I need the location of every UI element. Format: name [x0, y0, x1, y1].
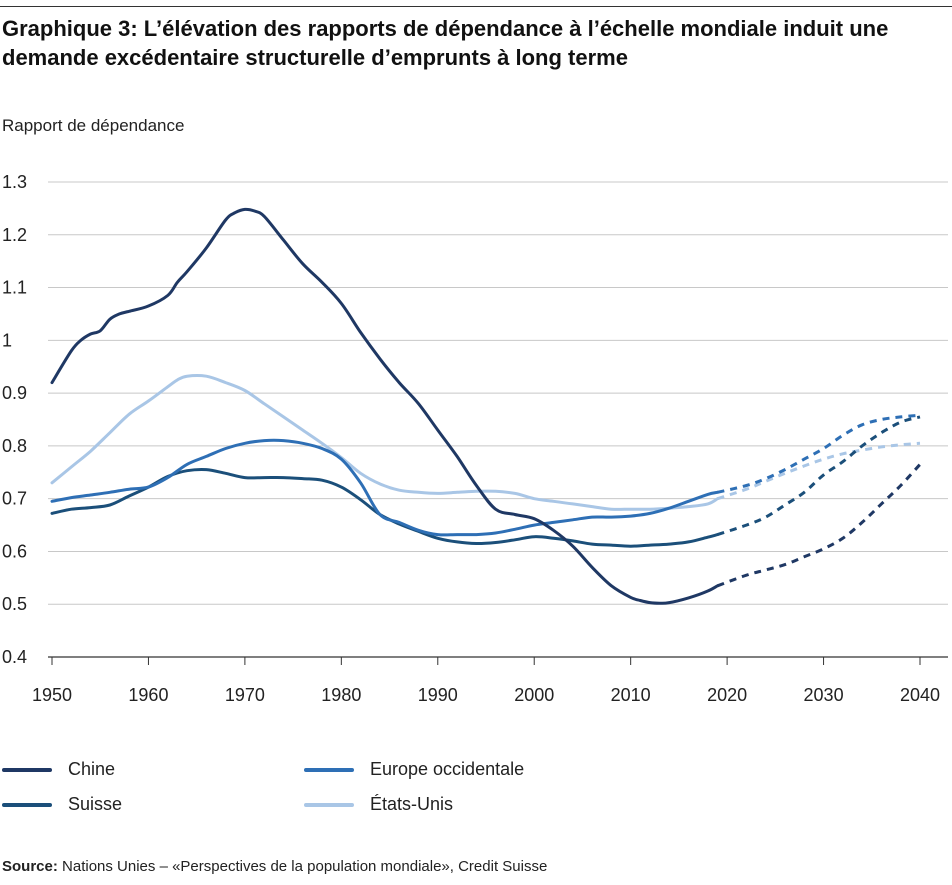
legend-swatch-europe-occidentale [304, 767, 354, 772]
legend-swatch-suisse [2, 802, 52, 807]
x-tick-label: 1950 [32, 685, 72, 705]
x-tick-label: 2040 [900, 685, 940, 705]
legend-label-suisse: Suisse [68, 794, 123, 814]
series-line-etats-unis [50, 374, 719, 511]
y-tick-label: 0.5 [2, 594, 27, 614]
x-tick-label: 2030 [804, 685, 844, 705]
x-tick-label: 1960 [128, 685, 168, 705]
source-label: Source: [2, 858, 58, 875]
x-tick-labels: 1950 1960 1970 1980 1990 2000 2010 2020 2030 2040 [32, 657, 940, 705]
y-tick-label: 0.4 [2, 647, 27, 667]
x-tick-label: 1970 [225, 685, 265, 705]
grid-lines [48, 181, 948, 658]
y-tick-label: 0.8 [2, 436, 27, 456]
y-tick-label: 0.7 [2, 489, 27, 509]
x-tick-label: 2020 [707, 685, 747, 705]
legend: Chine Europe occidentale Suisse États-Un… [0, 755, 952, 825]
x-tick-label: 1990 [418, 685, 458, 705]
source-note: Source: Nations Unies – «Perspectives de… [2, 858, 547, 875]
chart-title: Graphique 3: L’élévation des rapports de… [2, 16, 889, 70]
legend-label-etats-unis: États-Unis [370, 794, 454, 814]
legend-label-europe-occidentale: Europe occidentale [370, 759, 525, 779]
x-tick-label: 2000 [514, 685, 554, 705]
legend-item-suisse: Suisse [2, 794, 122, 815]
y-tick-label: 0.9 [2, 383, 27, 403]
y-tick-label: 1.1 [2, 278, 27, 298]
y-axis-label: Rapport de dépendance [2, 116, 185, 135]
series-line-chine [50, 207, 719, 605]
series-line-europe [50, 438, 719, 537]
series-projection-suisse [717, 415, 921, 537]
x-tick-label: 2010 [611, 685, 651, 705]
series-projection-etats-unis [717, 441, 921, 501]
y-tick-label: 1.3 [2, 172, 27, 192]
y-tick-label: 0.6 [2, 541, 27, 561]
legend-label-chine: Chine [68, 759, 116, 779]
legend-item-europe-occidentale: Europe occidentale [304, 759, 524, 780]
legend-item-etats-unis: États-Unis [304, 794, 453, 815]
y-tick-labels: 0.4 0.5 0.6 0.7 0.8 0.9 1 1.1 1.2 1.3 [2, 172, 27, 667]
series-projection-chine [716, 463, 922, 588]
y-tick-label: 1 [2, 330, 12, 350]
x-tick-label: 1980 [321, 685, 361, 705]
legend-swatch-chine [2, 767, 52, 772]
legend-swatch-etats-unis [304, 802, 354, 807]
top-rule [0, 6, 952, 7]
legend-item-chine: Chine [2, 759, 115, 780]
series-lines [50, 207, 922, 605]
series-line-suisse [50, 467, 719, 548]
series-projection-europe [717, 413, 921, 494]
line-chart: 0.4 0.5 0.6 0.7 0.8 0.9 1 1.1 1.2 1.3 1950 1960 197… [2, 172, 948, 705]
y-tick-label: 1.2 [2, 225, 27, 245]
source-text: Nations Unies – «Perspectives de la popu… [57, 858, 548, 875]
